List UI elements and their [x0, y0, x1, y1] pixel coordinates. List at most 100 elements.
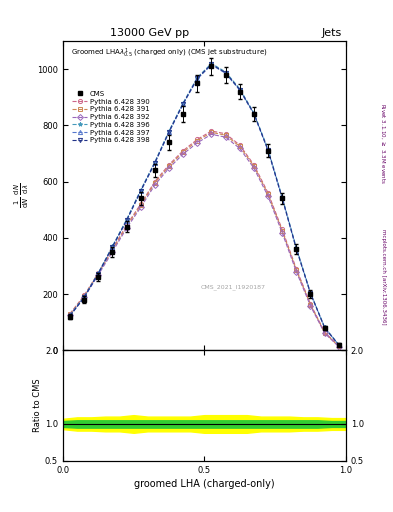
- Pythia 6.428 396: [195, 74, 200, 80]
- Pythia 6.428 390: [138, 201, 143, 207]
- Pythia 6.428 398: [68, 313, 72, 319]
- Pythia 6.428 391: [237, 143, 242, 150]
- Pythia 6.428 396: [266, 146, 270, 152]
- Pythia 6.428 390: [294, 266, 299, 272]
- Pythia 6.428 392: [336, 344, 341, 350]
- Pythia 6.428 392: [167, 165, 171, 171]
- Pythia 6.428 397: [237, 87, 242, 93]
- Pythia 6.428 396: [237, 86, 242, 92]
- Pythia 6.428 398: [294, 245, 299, 251]
- Pythia 6.428 398: [209, 61, 214, 68]
- Pythia 6.428 390: [96, 270, 101, 276]
- Pythia 6.428 392: [68, 312, 72, 318]
- Pythia 6.428 396: [110, 243, 115, 249]
- Pythia 6.428 390: [209, 128, 214, 134]
- Pythia 6.428 390: [336, 343, 341, 349]
- Pythia 6.428 396: [138, 187, 143, 193]
- Pythia 6.428 391: [195, 138, 200, 144]
- Pythia 6.428 398: [110, 244, 115, 250]
- Pythia 6.428 397: [195, 76, 200, 82]
- Pythia 6.428 396: [252, 110, 256, 116]
- Pythia 6.428 391: [266, 191, 270, 197]
- Pythia 6.428 396: [308, 290, 313, 296]
- Pythia 6.428 391: [209, 130, 214, 136]
- Pythia 6.428 396: [152, 159, 157, 165]
- Pythia 6.428 397: [336, 342, 341, 348]
- Pythia 6.428 396: [68, 312, 72, 318]
- Pythia 6.428 396: [322, 324, 327, 330]
- Pythia 6.428 398: [181, 100, 185, 106]
- Pythia 6.428 391: [280, 228, 285, 234]
- Pythia 6.428 396: [167, 128, 171, 134]
- Pythia 6.428 390: [223, 131, 228, 137]
- Pythia 6.428 391: [336, 344, 341, 350]
- Pythia 6.428 397: [266, 147, 270, 154]
- Pythia 6.428 397: [167, 130, 171, 136]
- Pythia 6.428 396: [223, 69, 228, 75]
- Pythia 6.428 398: [252, 111, 256, 117]
- Text: mcplots.cern.ch [arXiv:1306.3436]: mcplots.cern.ch [arXiv:1306.3436]: [381, 229, 386, 324]
- Pythia 6.428 398: [167, 129, 171, 135]
- Pythia 6.428 398: [280, 195, 285, 201]
- Pythia 6.428 390: [195, 136, 200, 142]
- Pythia 6.428 398: [138, 188, 143, 194]
- Pythia 6.428 391: [96, 271, 101, 277]
- Y-axis label: Ratio to CMS: Ratio to CMS: [33, 379, 42, 432]
- Text: CMS_2021_I1920187: CMS_2021_I1920187: [200, 285, 265, 290]
- Pythia 6.428 396: [209, 60, 214, 67]
- Pythia 6.428 397: [110, 244, 115, 250]
- Pythia 6.428 392: [294, 268, 299, 274]
- Pythia 6.428 397: [68, 313, 72, 319]
- Line: Pythia 6.428 390: Pythia 6.428 390: [68, 129, 341, 348]
- Pythia 6.428 392: [82, 294, 86, 301]
- Pythia 6.428 392: [280, 230, 285, 236]
- Pythia 6.428 398: [336, 342, 341, 348]
- Pythia 6.428 398: [82, 294, 86, 301]
- Pythia 6.428 392: [152, 182, 157, 188]
- Pythia 6.428 390: [167, 162, 171, 168]
- Pythia 6.428 396: [294, 245, 299, 251]
- Pythia 6.428 392: [308, 303, 313, 309]
- Pythia 6.428 392: [110, 249, 115, 255]
- Pythia 6.428 390: [308, 301, 313, 307]
- Pythia 6.428 390: [280, 226, 285, 232]
- Pythia 6.428 397: [152, 160, 157, 166]
- Pythia 6.428 391: [82, 293, 86, 300]
- Pythia 6.428 391: [68, 311, 72, 317]
- Pythia 6.428 390: [110, 246, 115, 252]
- Pythia 6.428 391: [322, 330, 327, 336]
- Pythia 6.428 398: [124, 217, 129, 223]
- Pythia 6.428 392: [252, 165, 256, 171]
- Pythia 6.428 397: [181, 101, 185, 108]
- Line: Pythia 6.428 391: Pythia 6.428 391: [68, 130, 341, 349]
- Pythia 6.428 397: [252, 111, 256, 117]
- Pythia 6.428 392: [237, 145, 242, 152]
- Line: Pythia 6.428 392: Pythia 6.428 392: [68, 132, 341, 349]
- Pythia 6.428 396: [82, 294, 86, 300]
- Text: Jets: Jets: [321, 28, 342, 38]
- Y-axis label: $\frac{1}{\mathrm{d}N}\ \frac{\mathrm{d}N}{\mathrm{d}\lambda}$: $\frac{1}{\mathrm{d}N}\ \frac{\mathrm{d}…: [13, 183, 31, 208]
- Pythia 6.428 396: [336, 342, 341, 348]
- Pythia 6.428 392: [181, 151, 185, 157]
- Pythia 6.428 391: [124, 224, 129, 230]
- Pythia 6.428 390: [266, 190, 270, 196]
- Pythia 6.428 391: [308, 302, 313, 308]
- Pythia 6.428 397: [280, 196, 285, 202]
- Pythia 6.428 398: [322, 325, 327, 331]
- Pythia 6.428 392: [96, 272, 101, 278]
- Pythia 6.428 391: [294, 267, 299, 273]
- Pythia 6.428 398: [266, 147, 270, 153]
- Pythia 6.428 397: [294, 246, 299, 252]
- Line: Pythia 6.428 398: Pythia 6.428 398: [68, 62, 341, 347]
- Pythia 6.428 398: [195, 75, 200, 81]
- Pythia 6.428 391: [152, 180, 157, 186]
- Pythia 6.428 392: [124, 225, 129, 231]
- Pythia 6.428 397: [96, 271, 101, 277]
- Pythia 6.428 391: [252, 163, 256, 169]
- Pythia 6.428 390: [237, 142, 242, 148]
- Pythia 6.428 398: [223, 70, 228, 76]
- Pythia 6.428 396: [124, 217, 129, 223]
- Pythia 6.428 396: [280, 194, 285, 200]
- Pythia 6.428 396: [181, 100, 185, 106]
- Pythia 6.428 392: [209, 131, 214, 137]
